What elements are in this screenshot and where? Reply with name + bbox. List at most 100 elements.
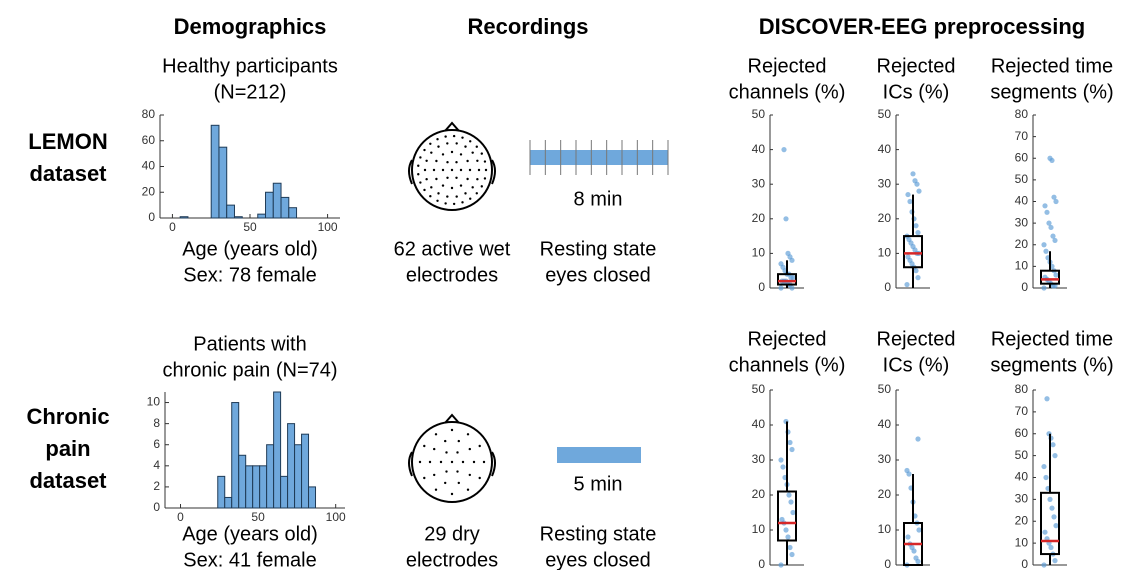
electrode-dot (433, 169, 435, 171)
histogram-bar (274, 392, 281, 508)
electrode-dot (423, 149, 425, 151)
box-title: Rejected (748, 55, 827, 77)
condition-label: Resting state (540, 238, 657, 260)
y-tick-label: 40 (142, 159, 156, 173)
x-tick-label: 50 (251, 510, 265, 524)
electrode-dot (442, 169, 444, 171)
dataset-name: LEMON (28, 129, 107, 154)
electrode-dot (444, 202, 446, 204)
electrode-dot (451, 187, 453, 189)
histogram-bar (246, 466, 253, 508)
column-header: Demographics (174, 14, 327, 39)
data-point (913, 223, 918, 228)
electrode-dot (451, 461, 453, 463)
data-point (907, 199, 912, 204)
histogram-bar (234, 217, 242, 218)
demographics-title: (N=212) (214, 81, 287, 103)
electrode-dot (417, 173, 419, 175)
electrode-dot (476, 178, 478, 180)
histogram-bar (260, 466, 267, 508)
data-point (788, 499, 793, 504)
y-tick-label: 0 (758, 557, 765, 570)
y-tick-label: 20 (142, 184, 156, 198)
data-point (1041, 562, 1046, 567)
electrode-dot (471, 186, 473, 188)
y-tick-label: 40 (878, 142, 892, 156)
electrode-dot (453, 203, 455, 205)
box-title: Rejected (748, 328, 827, 350)
x-tick-label: 100 (326, 510, 346, 524)
electrode-dot (444, 482, 446, 484)
data-point (915, 436, 920, 441)
data-point (905, 254, 910, 259)
box-title: ICs (%) (883, 354, 950, 376)
data-point (1044, 210, 1049, 215)
histogram-bar (281, 197, 289, 218)
electrode-dot (423, 445, 425, 447)
data-point (781, 147, 786, 152)
data-point (1047, 156, 1052, 161)
y-tick-label: 50 (878, 382, 892, 396)
y-tick-label: 80 (1015, 382, 1029, 396)
box (778, 492, 796, 541)
data-point (916, 527, 921, 532)
data-point (789, 552, 794, 557)
electrode-dot (436, 138, 438, 140)
electrode-dot (469, 474, 471, 476)
electrode-dot (419, 181, 421, 183)
histogram-bar (253, 466, 260, 508)
electrode-dot (473, 461, 475, 463)
y-tick-label: 50 (878, 107, 892, 121)
box-title: Rejected (877, 328, 956, 350)
electrodes-label: 62 active wet (394, 238, 511, 260)
data-point (1051, 514, 1056, 519)
histogram-bar (295, 445, 302, 508)
electrode-dot (476, 146, 478, 148)
electrode-dot (451, 493, 453, 495)
data-point (1052, 453, 1057, 458)
x-tick-label: 0 (177, 510, 184, 524)
data-point (1053, 523, 1058, 528)
y-tick-label: 0 (153, 500, 160, 514)
y-tick-label: 20 (1015, 237, 1029, 251)
recording-bar (530, 150, 668, 165)
x-tick-label: 50 (243, 220, 257, 234)
electrode-dot (433, 448, 435, 450)
electrode-dot (476, 160, 478, 162)
electrode-dot (445, 470, 447, 472)
y-tick-label: 20 (752, 487, 766, 501)
histogram-bar (218, 476, 225, 508)
data-point (1044, 396, 1049, 401)
electrode-dot (481, 185, 483, 187)
electrode-dot (469, 169, 471, 171)
electrode-dot (456, 470, 458, 472)
y-tick-label: 0 (1021, 557, 1028, 570)
data-point (780, 464, 785, 469)
electrode-dot (484, 177, 486, 179)
histogram-bar (219, 147, 227, 218)
column-header: Recordings (467, 14, 588, 39)
data-point (1052, 558, 1057, 563)
electrode-dot (442, 184, 444, 186)
data-point (778, 261, 783, 266)
y-tick-label: 8 (153, 416, 160, 430)
demographics-title: Healthy participants (162, 55, 338, 77)
dataset-name: pain (45, 436, 90, 461)
data-point (783, 527, 788, 532)
data-point (910, 171, 915, 176)
data-point (913, 555, 918, 560)
histogram-bar (288, 424, 295, 508)
y-tick-label: 0 (148, 210, 155, 224)
y-tick-label: 20 (1015, 513, 1029, 527)
electrode-dot (425, 160, 427, 162)
y-tick-label: 60 (142, 133, 156, 147)
electrode-dot (467, 489, 469, 491)
demographics-title: Patients with (193, 333, 306, 355)
electrode-dot (430, 151, 432, 153)
electrode-dot (485, 169, 487, 171)
y-tick-label: 20 (752, 211, 766, 225)
electrode-dot (430, 186, 432, 188)
y-tick-label: 60 (1015, 150, 1029, 164)
histogram-bar (302, 434, 309, 508)
demographics-footer: Sex: 78 female (183, 264, 316, 286)
